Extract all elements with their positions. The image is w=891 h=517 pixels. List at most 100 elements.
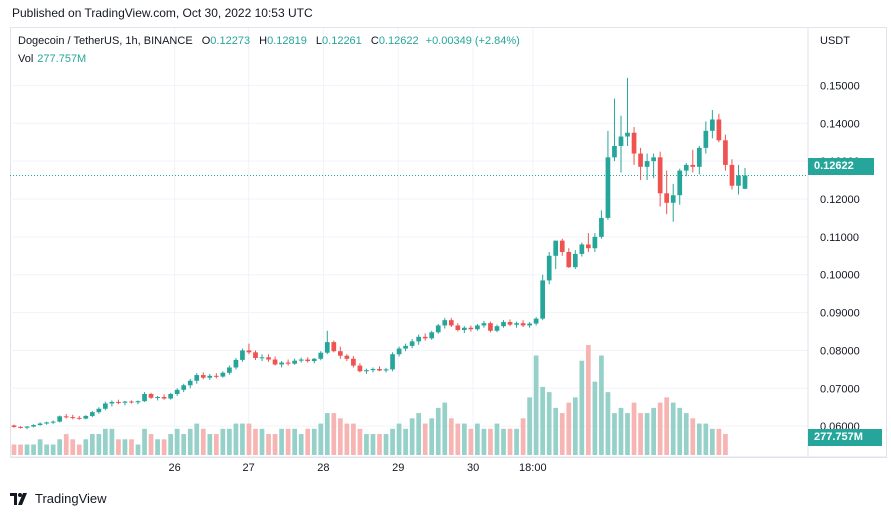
candle-body: [664, 193, 670, 203]
candle-body: [723, 140, 728, 165]
volume-bar: [716, 428, 722, 455]
currency-label[interactable]: USDT: [820, 35, 850, 47]
volume-bar: [448, 418, 454, 455]
candle-body: [716, 119, 722, 141]
candle-body: [416, 336, 422, 342]
candle-body: [625, 132, 630, 137]
volume-bar: [220, 428, 226, 455]
volume-bar: [148, 434, 154, 455]
candle-body: [429, 332, 435, 339]
y-tick-label: 0.11000: [820, 232, 859, 244]
candle-body: [546, 255, 552, 281]
candle-body: [742, 175, 748, 189]
candle-body: [253, 352, 258, 359]
candle-body: [200, 375, 206, 378]
volume-bar: [194, 423, 200, 455]
tradingview-brand[interactable]: TradingView: [10, 491, 107, 506]
candle-body: [488, 323, 493, 331]
candle-body: [337, 351, 343, 356]
volume-bar: [494, 423, 500, 455]
candle-body: [318, 352, 324, 359]
candle-body: [96, 408, 102, 413]
volume-bar: [690, 418, 696, 455]
volume-bar: [44, 444, 49, 455]
volume-bar: [18, 444, 23, 455]
high-value: 0.12819: [267, 35, 307, 47]
candle-body: [220, 372, 226, 377]
symbol-title[interactable]: Dogecoin / TetherUS, 1h, BINANCE: [18, 35, 193, 47]
candle-body: [657, 157, 663, 194]
x-tick-label: 28: [317, 462, 329, 474]
volume-bar: [227, 428, 232, 455]
volume-bar: [364, 434, 369, 455]
candle-body: [364, 370, 369, 372]
candle-body: [710, 119, 715, 131]
candle-body: [396, 348, 402, 355]
y-tick-label: 0.09000: [820, 308, 860, 320]
volume-bar: [89, 434, 95, 455]
candle-body: [448, 320, 454, 326]
y-tick-label: 0.07000: [820, 383, 860, 395]
volume-bar: [651, 407, 656, 455]
volume-bar: [422, 423, 428, 455]
volume-bar: [546, 392, 552, 455]
volume-bar: [240, 423, 245, 455]
candle-body: [213, 375, 219, 377]
volume-bar: [83, 439, 89, 455]
volume-bar: [540, 386, 546, 455]
candle-body: [455, 325, 461, 330]
candle-body: [103, 403, 108, 409]
volume-bar: [135, 444, 141, 455]
volume-value: 277.757M: [37, 53, 87, 65]
volume-bar: [246, 423, 252, 455]
candle-body: [233, 359, 239, 368]
candle-body: [279, 362, 284, 365]
volume-bar: [559, 413, 565, 455]
tradingview-logo-icon: [10, 492, 27, 505]
candle-body: [37, 423, 43, 426]
volume-bar: [618, 407, 624, 455]
open-value: 0.12273: [210, 35, 251, 47]
x-tick-label: 26: [169, 462, 181, 474]
volume-bar: [279, 428, 284, 455]
candle-body: [161, 397, 167, 399]
candle-body: [168, 393, 173, 399]
candle-body: [651, 157, 656, 162]
candle-body: [89, 412, 95, 416]
candle-body: [599, 217, 604, 237]
volume-bar: [292, 428, 298, 455]
volume-bar: [612, 413, 617, 455]
candle-body: [514, 323, 519, 325]
candle-body: [475, 325, 480, 330]
candle-body: [331, 342, 337, 352]
high-label: H: [259, 35, 268, 47]
volume-bar: [266, 434, 271, 455]
candle-body: [442, 320, 448, 326]
volume-bar: [96, 434, 102, 455]
candle-body: [461, 327, 467, 330]
volume-bar: [37, 439, 43, 455]
candle-body: [540, 280, 546, 319]
y-tick-label: 0.14000: [820, 118, 860, 130]
volume-bar: [298, 434, 304, 455]
volume-bar: [70, 439, 76, 455]
candle-body: [383, 369, 389, 371]
candle-body: [435, 325, 441, 333]
candle-body: [344, 355, 350, 359]
volume-bar: [527, 397, 532, 455]
candle-body: [148, 393, 154, 398]
volume-bar: [507, 428, 513, 455]
volume-bar: [416, 413, 422, 455]
last-volume-tag: 277.757M: [808, 429, 882, 446]
candle-body: [729, 164, 735, 186]
y-tick-label: 0.10000: [820, 270, 860, 282]
volume-bar: [370, 434, 376, 455]
volume-bar: [129, 439, 134, 455]
candle-body: [155, 397, 160, 399]
candle-body: [83, 415, 89, 419]
candle-body: [533, 318, 539, 324]
candle-body: [690, 164, 696, 167]
volume-bar: [488, 428, 493, 455]
volume-bar: [461, 423, 467, 455]
